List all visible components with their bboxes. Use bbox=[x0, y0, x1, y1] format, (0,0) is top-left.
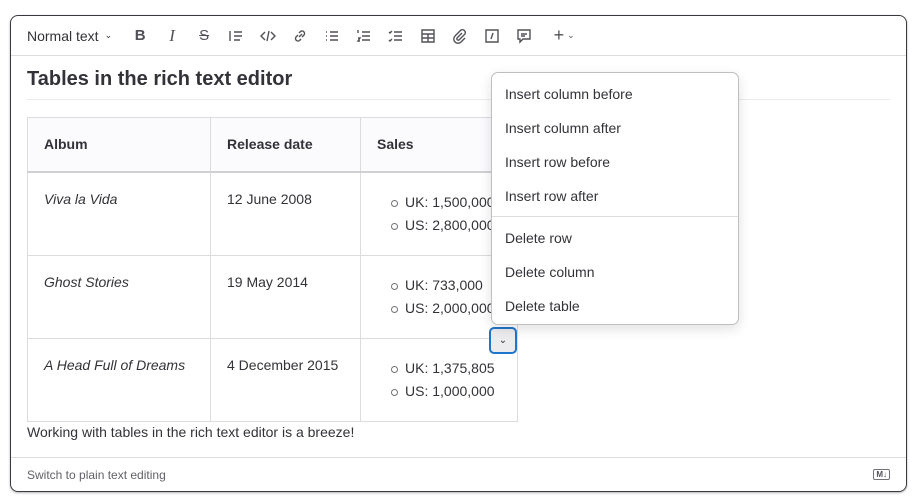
attachment-button[interactable] bbox=[444, 22, 476, 50]
italic-button[interactable]: I bbox=[156, 22, 188, 50]
date-cell[interactable]: 12 June 2008 bbox=[210, 171, 361, 256]
list-item: UK: 1,500,000 bbox=[391, 191, 501, 214]
album-cell[interactable]: Ghost Stories bbox=[27, 254, 211, 339]
date-cell[interactable]: 19 May 2014 bbox=[210, 254, 361, 339]
list-item: UK: 733,000 bbox=[391, 274, 501, 297]
page-title: Tables in the rich text editor bbox=[27, 68, 890, 100]
comment-icon bbox=[517, 28, 531, 44]
album-cell[interactable]: A Head Full of Dreams bbox=[27, 337, 211, 422]
plus-icon: + bbox=[553, 25, 565, 45]
code-button[interactable] bbox=[252, 22, 284, 50]
text-style-label: Normal text bbox=[27, 27, 99, 44]
table-cell-options-button[interactable]: ⌄ bbox=[489, 327, 517, 354]
switch-to-plain-text-button[interactable]: Switch to plain text editing bbox=[27, 467, 166, 482]
list-item: UK: 1,375,805 bbox=[391, 357, 501, 380]
table-row: Viva la Vida 12 June 2008 UK: 1,500,000 U… bbox=[27, 171, 518, 256]
table-row: Ghost Stories 19 May 2014 UK: 733,000 US:… bbox=[27, 254, 518, 339]
menu-item-insert-column-before[interactable]: Insert column before bbox=[505, 86, 633, 102]
numbered-list-button[interactable] bbox=[348, 22, 380, 50]
table-row: A Head Full of Dreams 4 December 2015 UK… bbox=[27, 337, 518, 422]
header-album[interactable]: Album bbox=[27, 117, 211, 173]
comment-button[interactable] bbox=[508, 22, 540, 50]
text-style-dropdown[interactable]: Normal text ⌄ bbox=[27, 28, 112, 44]
editor-footer: Switch to plain text editing M↓ bbox=[11, 457, 906, 491]
date-cell[interactable]: 4 December 2015 bbox=[210, 337, 361, 422]
list-item: US: 2,800,000 bbox=[391, 214, 501, 237]
bullet-list-button[interactable] bbox=[316, 22, 348, 50]
list-item: US: 2,000,000 bbox=[391, 297, 501, 320]
header-release-date[interactable]: Release date bbox=[210, 117, 361, 173]
toolbar: Normal text ⌄ B I S + ⌄ bbox=[11, 16, 906, 56]
bullet-list-icon bbox=[326, 30, 339, 41]
chevron-down-icon: ⌄ bbox=[104, 30, 113, 40]
table-header-row: Album Release date Sales bbox=[27, 117, 518, 173]
task-list-icon bbox=[388, 30, 403, 42]
menu-item-insert-row-after[interactable]: Insert row after bbox=[505, 188, 599, 204]
menu-item-delete-table[interactable]: Delete table bbox=[505, 298, 580, 314]
album-cell[interactable]: Viva la Vida bbox=[27, 171, 211, 256]
task-list-button[interactable] bbox=[380, 22, 412, 50]
details-icon bbox=[485, 28, 499, 43]
blockquote-icon bbox=[229, 30, 243, 41]
table-button[interactable] bbox=[412, 22, 444, 50]
chevron-down-icon: ⌄ bbox=[498, 335, 508, 346]
paperclip-icon bbox=[453, 28, 467, 44]
menu-item-delete-row[interactable]: Delete row bbox=[505, 230, 572, 246]
menu-divider bbox=[492, 216, 738, 217]
list-item: US: 1,000,000 bbox=[391, 380, 501, 403]
blockquote-button[interactable] bbox=[220, 22, 252, 50]
chevron-down-icon: ⌄ bbox=[567, 30, 575, 40]
menu-item-delete-column[interactable]: Delete column bbox=[505, 264, 595, 280]
paragraph: Working with tables in the rich text edi… bbox=[27, 424, 355, 440]
albums-table: Album Release date Sales Viva la Vida 12… bbox=[27, 117, 518, 422]
link-button[interactable] bbox=[284, 22, 316, 50]
numbered-list-icon bbox=[356, 29, 371, 42]
italic-icon: I bbox=[169, 25, 175, 45]
code-icon bbox=[260, 30, 277, 41]
menu-item-insert-column-after[interactable]: Insert column after bbox=[505, 120, 621, 136]
link-icon bbox=[294, 29, 306, 42]
strikethrough-icon: S bbox=[199, 27, 210, 44]
markdown-icon: M↓ bbox=[873, 469, 890, 480]
details-button[interactable] bbox=[476, 22, 508, 50]
menu-item-insert-row-before[interactable]: Insert row before bbox=[505, 154, 611, 170]
bold-button[interactable]: B bbox=[124, 22, 156, 50]
table-context-menu: Insert column before Insert column after… bbox=[491, 72, 739, 325]
bold-icon: B bbox=[134, 27, 146, 44]
rich-text-editor: Normal text ⌄ B I S + ⌄ Tables in the rich… bbox=[10, 15, 907, 492]
more-button[interactable]: + ⌄ bbox=[544, 22, 584, 50]
table-icon bbox=[421, 28, 435, 43]
strikethrough-button[interactable]: S bbox=[188, 22, 220, 50]
